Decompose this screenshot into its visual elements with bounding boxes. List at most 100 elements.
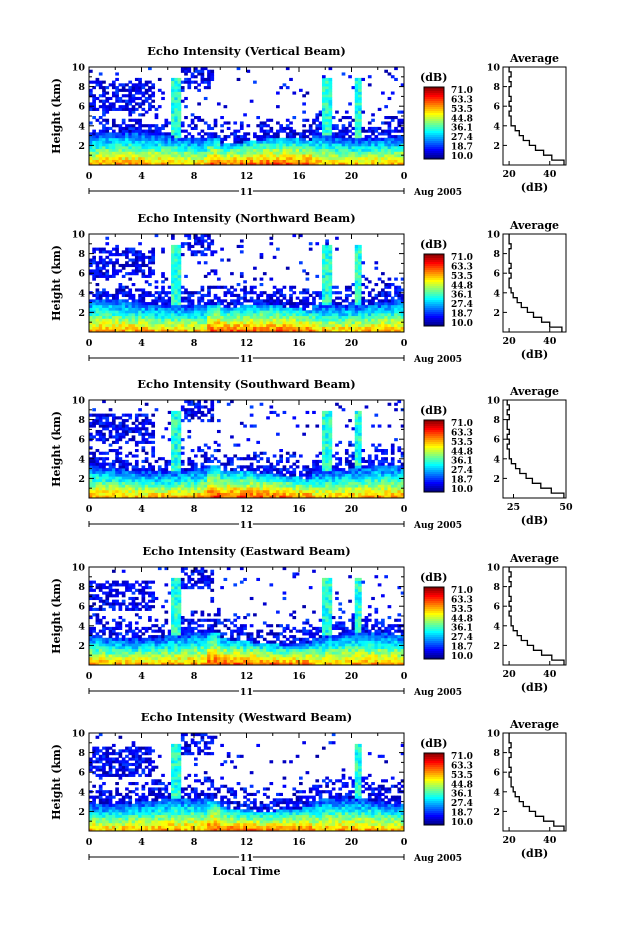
heatmap-cell	[374, 162, 379, 166]
heatmap-cell	[180, 419, 185, 423]
heatmap-cell	[154, 299, 159, 303]
heatmap-cell	[299, 132, 303, 136]
average-y-tick-label: 2	[493, 308, 500, 319]
heatmap-cell	[246, 323, 251, 327]
heatmap-cell	[128, 429, 133, 434]
heatmap-cell	[282, 410, 287, 415]
heatmap-cell	[154, 280, 159, 284]
heatmap-cell	[328, 310, 333, 314]
heatmap-cell	[151, 424, 156, 428]
heatmap-cell	[92, 424, 96, 428]
heatmap-cell	[118, 492, 123, 496]
heatmap-cell	[171, 299, 175, 303]
heatmap-cell	[89, 107, 93, 111]
colorbar-segment	[424, 135, 444, 138]
heatmap-cell	[98, 315, 103, 319]
heatmap-cell	[167, 438, 172, 442]
heatmap-cell	[315, 473, 320, 477]
heatmap-cell	[167, 462, 172, 466]
heatmap-cell	[89, 140, 93, 144]
heatmap-cell	[321, 126, 326, 131]
heatmap-cell	[351, 299, 356, 303]
heatmap-cell	[200, 492, 205, 496]
heatmap-cell	[390, 137, 395, 141]
heatmap-cell	[236, 326, 241, 330]
heatmap-cell	[289, 312, 293, 317]
heatmap-cell	[134, 459, 139, 464]
heatmap-cell	[344, 323, 349, 327]
heatmap-cell	[216, 478, 221, 483]
heatmap-cell	[299, 159, 303, 163]
heatmap-cell	[239, 421, 244, 425]
heatmap-cell	[279, 478, 283, 483]
heatmap-cell	[102, 110, 106, 114]
heatmap-cell	[128, 438, 133, 442]
heatmap-cell	[282, 293, 287, 298]
heatmap-cell	[308, 478, 313, 483]
heatmap-cell	[282, 476, 287, 480]
heatmap-cell	[203, 405, 208, 409]
heatmap-cell	[197, 481, 201, 485]
heatmap-cell	[148, 261, 152, 265]
heatmap-cell	[89, 148, 93, 152]
heatmap-cell	[243, 132, 247, 136]
heatmap-cell	[358, 137, 362, 141]
heatmap-cell	[108, 424, 113, 428]
heatmap-cell	[134, 419, 139, 423]
heatmap-cell	[262, 310, 267, 314]
heatmap-cell	[295, 424, 300, 428]
heatmap-cell	[148, 148, 152, 152]
heatmap-cell	[249, 326, 254, 330]
heatmap-cell	[302, 481, 306, 485]
heatmap-cell	[390, 145, 395, 150]
heatmap-cell	[354, 321, 359, 325]
heatmap-cell	[89, 162, 93, 166]
x-tick-label: 16	[292, 338, 306, 349]
heatmap-cell	[325, 143, 329, 147]
heatmap-cell	[125, 413, 129, 417]
heatmap-cell	[325, 285, 329, 289]
heatmap-cell	[213, 318, 218, 322]
heatmap-cell	[246, 457, 251, 461]
heatmap-cell	[325, 151, 329, 155]
heatmap-cell	[371, 148, 375, 152]
heatmap-cell	[220, 151, 224, 155]
heatmap-cell	[108, 484, 113, 488]
heatmap-cell	[138, 121, 142, 125]
heatmap-cell	[312, 156, 316, 160]
heatmap-cell	[171, 326, 175, 330]
heatmap-cell	[236, 137, 241, 141]
heatmap-cell	[190, 154, 195, 158]
heatmap-cell	[118, 99, 123, 103]
heatmap-cell	[315, 484, 320, 488]
heatmap-cell	[239, 154, 244, 158]
heatmap-cell	[121, 302, 126, 306]
heatmap-cell	[102, 91, 106, 95]
heatmap-cell	[197, 102, 201, 106]
heatmap-cell	[161, 250, 165, 254]
average-y-tick-label: 8	[493, 249, 500, 260]
heatmap-cell	[187, 302, 192, 306]
heatmap-cell	[121, 156, 126, 160]
heatmap-cell	[230, 329, 234, 333]
heatmap-cell	[92, 99, 96, 103]
heatmap-cell	[371, 310, 375, 314]
heatmap-cell	[364, 299, 369, 303]
heatmap-cell	[184, 473, 188, 477]
heatmap-cell	[134, 429, 139, 434]
heatmap-cell	[197, 140, 201, 144]
heatmap-cell	[230, 302, 234, 306]
heatmap-cell	[302, 124, 306, 128]
heatmap-cell	[223, 318, 228, 322]
heatmap-cell	[230, 489, 234, 493]
heatmap-cell	[348, 329, 352, 333]
heatmap-cell	[171, 465, 175, 469]
heatmap-cell	[295, 312, 300, 317]
heatmap-cell	[367, 121, 372, 125]
heatmap-cell	[177, 113, 182, 117]
heatmap-cell	[216, 156, 221, 160]
heatmap-cell	[282, 143, 287, 147]
heatmap-cell	[374, 261, 379, 265]
heatmap-cell	[213, 492, 218, 496]
colorbar-tick-label: 18.7	[451, 143, 473, 153]
